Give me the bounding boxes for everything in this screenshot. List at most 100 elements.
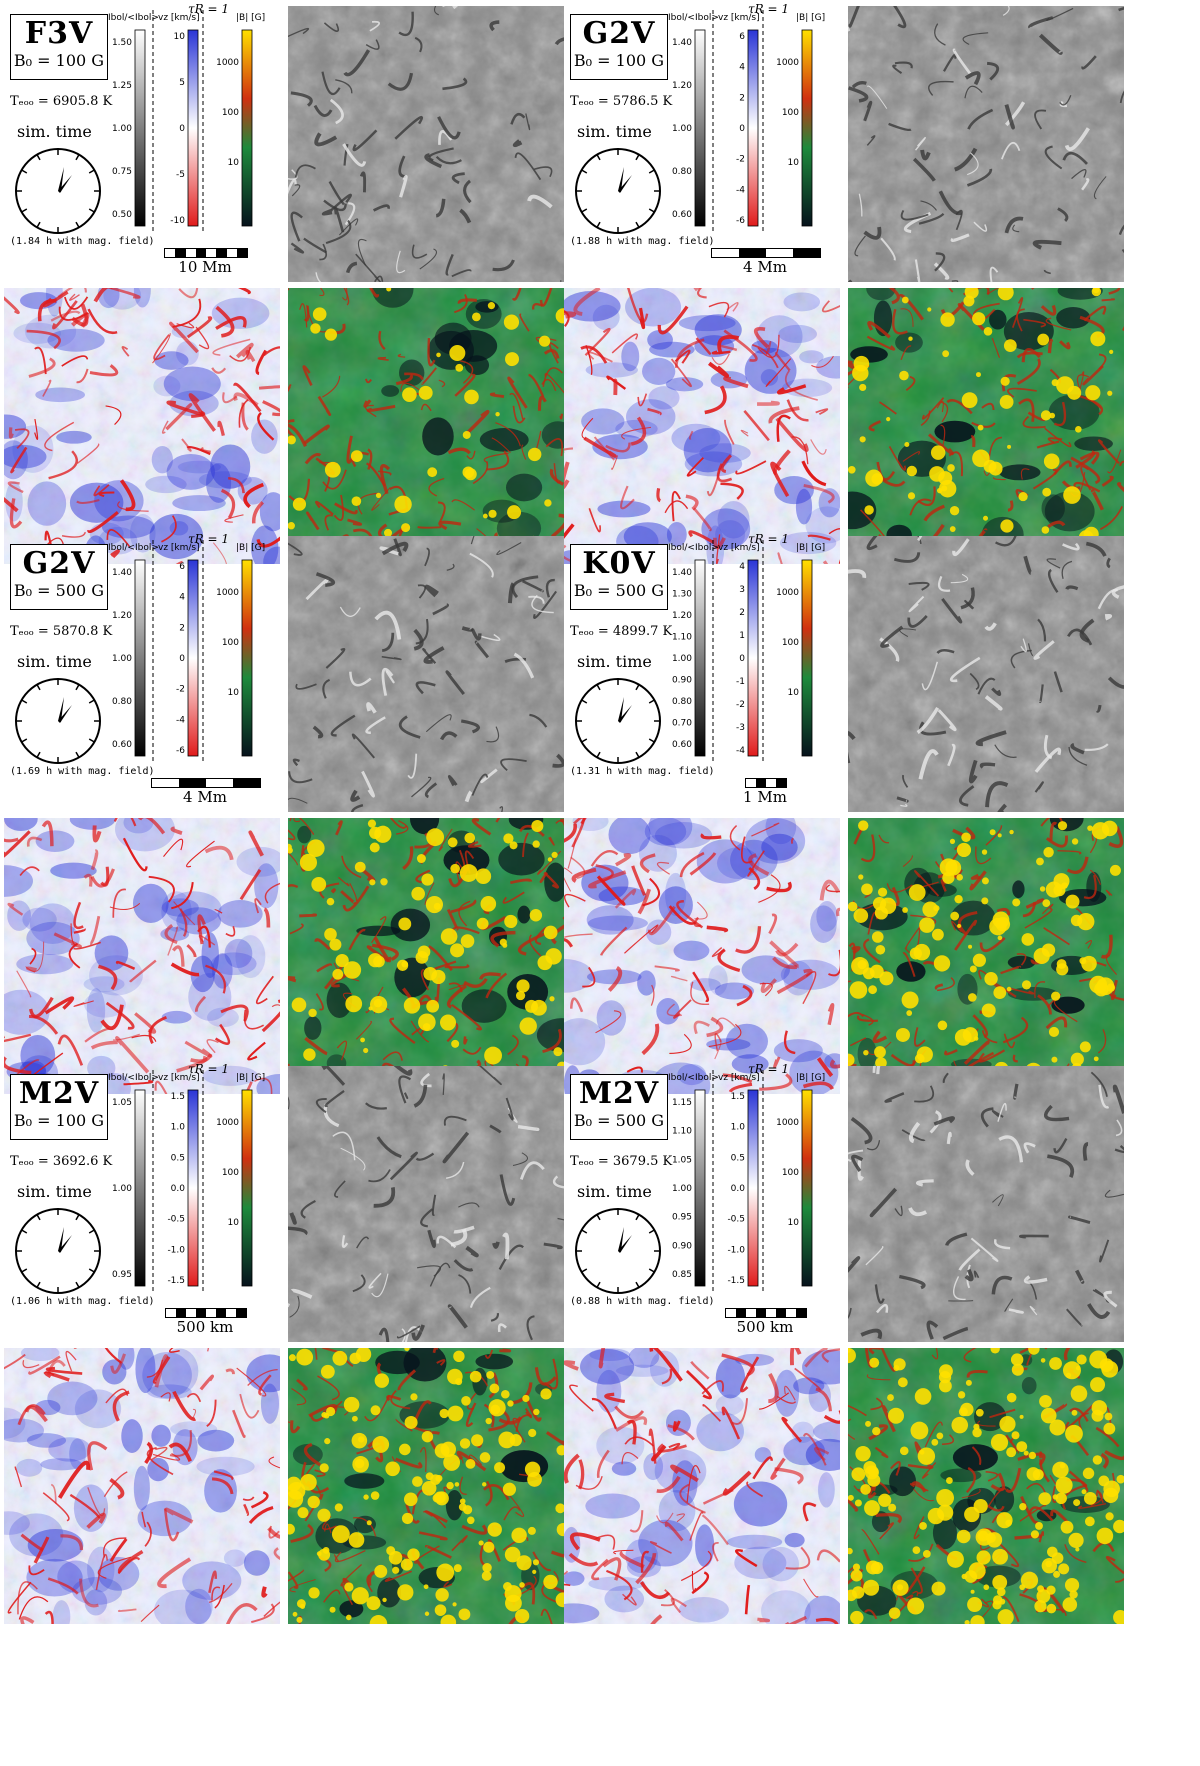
field-tick: 100 [222,108,239,118]
optical-depth-label: τR = 1 [188,1062,229,1076]
intensity-tick: 1.40 [672,38,692,48]
velocity-tick: -6 [736,216,745,226]
field-axis-label: |B| [G] [796,13,825,23]
velocity-tick: -5 [176,170,185,180]
star-type: G2V [22,546,96,581]
sim-time-label: sim. time [17,652,92,671]
clock-icon [572,145,664,237]
simulation-panel: K0V B₀ = 500 G Tₑₒₒ = 4899.7 K sim. time (1.… [560,530,1160,1094]
clock-icon [572,675,664,767]
optical-depth-label: τR = 1 [188,2,229,16]
simulation-panel: G2V B₀ = 500 G Tₑₒₒ = 5870.8 K sim. time (1.… [0,530,600,1094]
intensity-tick: 1.40 [672,568,692,578]
intensity-tick: 1.30 [672,590,692,600]
intensity-map [848,6,1124,282]
intensity-tick: 0.50 [112,210,132,220]
sim-time-note: (1.88 h with mag. field) [570,236,715,247]
intensity-tick: 0.95 [112,1270,132,1280]
intensity-tick: 1.20 [672,611,692,621]
field-tick: 100 [222,638,239,648]
field-tick: 10 [228,688,240,698]
velocity-tick: 1.0 [731,1123,746,1133]
intensity-tick: 1.50 [112,38,132,48]
clock-icon [12,1205,104,1297]
field-axis-label: |B| [G] [236,13,265,23]
sim-time-note: (1.84 h with mag. field) [10,236,155,247]
clock-icon [12,145,104,237]
velocity-tick: 0 [739,654,745,664]
sim-time-label: sim. time [577,1182,652,1201]
intensity-map [288,1066,564,1342]
velocity-tick: -1 [736,677,745,687]
field-tick: 10 [228,158,240,168]
intensity-tick: 0.60 [672,740,692,750]
star-type: F3V [24,16,94,51]
scale-bar [151,778,261,788]
field-tick: 100 [782,638,799,648]
velocity-axis-label: vz [km/s] [158,13,200,23]
velocity-axis-label: vz [km/s] [718,1073,760,1083]
magnetic-field-map [848,288,1124,564]
intensity-map [288,536,564,812]
velocity-axis-label: vz [km/s] [158,1073,200,1083]
simulation-panel: F3V B₀ = 100 G Tₑₒₒ = 6905.8 K sim. time (1.… [0,0,600,564]
clock-icon [572,1205,664,1297]
velocity-tick: 6 [739,32,745,42]
scale-bar [711,248,821,258]
field-strength: B₀ = 100 G [573,51,665,70]
magnetic-field-map [288,818,564,1094]
intensity-tick: 1.00 [672,124,692,134]
velocity-tick: 0.0 [171,1184,186,1194]
magnetic-field-map [848,818,1124,1094]
velocity-tick: 2 [739,608,745,618]
intensity-tick: 0.75 [112,167,132,177]
intensity-tick: 0.90 [672,1241,692,1251]
field-tick: 10 [228,1218,240,1228]
star-type: K0V [582,546,656,581]
velocity-tick: 0 [739,124,745,134]
velocity-tick: -4 [736,746,745,756]
intensity-axis-label: Ibol/<Ibol> [668,1073,719,1083]
intensity-map [848,536,1124,812]
velocity-tick: 5 [179,78,185,88]
star-type: M2V [578,1076,660,1111]
field-tick: 100 [782,108,799,118]
intensity-tick: 1.40 [112,568,132,578]
star-type: M2V [18,1076,100,1111]
velocity-tick: 0 [179,124,185,134]
velocity-tick: -1.0 [167,1245,185,1255]
effective-temperature: Tₑₒₒ = 5870.8 K [10,624,113,639]
field-tick: 1000 [216,58,239,68]
effective-temperature: Tₑₒₒ = 3679.5 K [570,1154,673,1169]
velocity-tick: -0.5 [167,1215,185,1225]
optical-depth-label: τR = 1 [188,532,229,546]
field-strength: B₀ = 100 G [13,1111,105,1130]
intensity-tick: 0.80 [672,167,692,177]
intensity-tick: 1.00 [112,654,132,664]
intensity-tick: 0.80 [672,697,692,707]
field-axis-label: |B| [G] [236,543,265,553]
effective-temperature: Tₑₒₒ = 4899.7 K [570,624,673,639]
star-label-box: K0V B₀ = 500 G [570,544,668,610]
velocity-tick: 0.5 [171,1153,185,1163]
sim-time-note: (1.69 h with mag. field) [10,766,155,777]
simulation-panel: M2V B₀ = 100 G Tₑₒₒ = 3692.6 K sim. time (1.… [0,1060,600,1624]
colorbars: Ibol/<Ibol> vz [km/s] |B| [G] 1.40 1.20 1.00 0… [108,532,280,762]
simulation-panel: G2V B₀ = 100 G Tₑₒₒ = 5786.5 K sim. time (1.… [560,0,1160,564]
scale-bar [165,1308,247,1318]
intensity-tick: 0.90 [672,676,692,686]
velocity-tick: -4 [176,715,185,725]
velocity-map [564,818,840,1094]
scale-bar [745,778,787,788]
colorbars: Ibol/<Ibol> vz [km/s] |B| [G] 1.40 1.20 1.00 0… [668,2,840,232]
intensity-tick: 1.20 [112,611,132,621]
velocity-tick: -3 [736,723,745,733]
field-tick: 1000 [216,1118,239,1128]
velocity-map [564,288,840,564]
magnetic-field-map [288,1348,564,1624]
star-label-box: F3V B₀ = 100 G [10,14,108,80]
velocity-tick: -10 [170,216,185,226]
field-tick: 100 [222,1168,239,1178]
velocity-tick: -0.5 [727,1215,745,1225]
intensity-tick: 0.95 [672,1213,692,1223]
